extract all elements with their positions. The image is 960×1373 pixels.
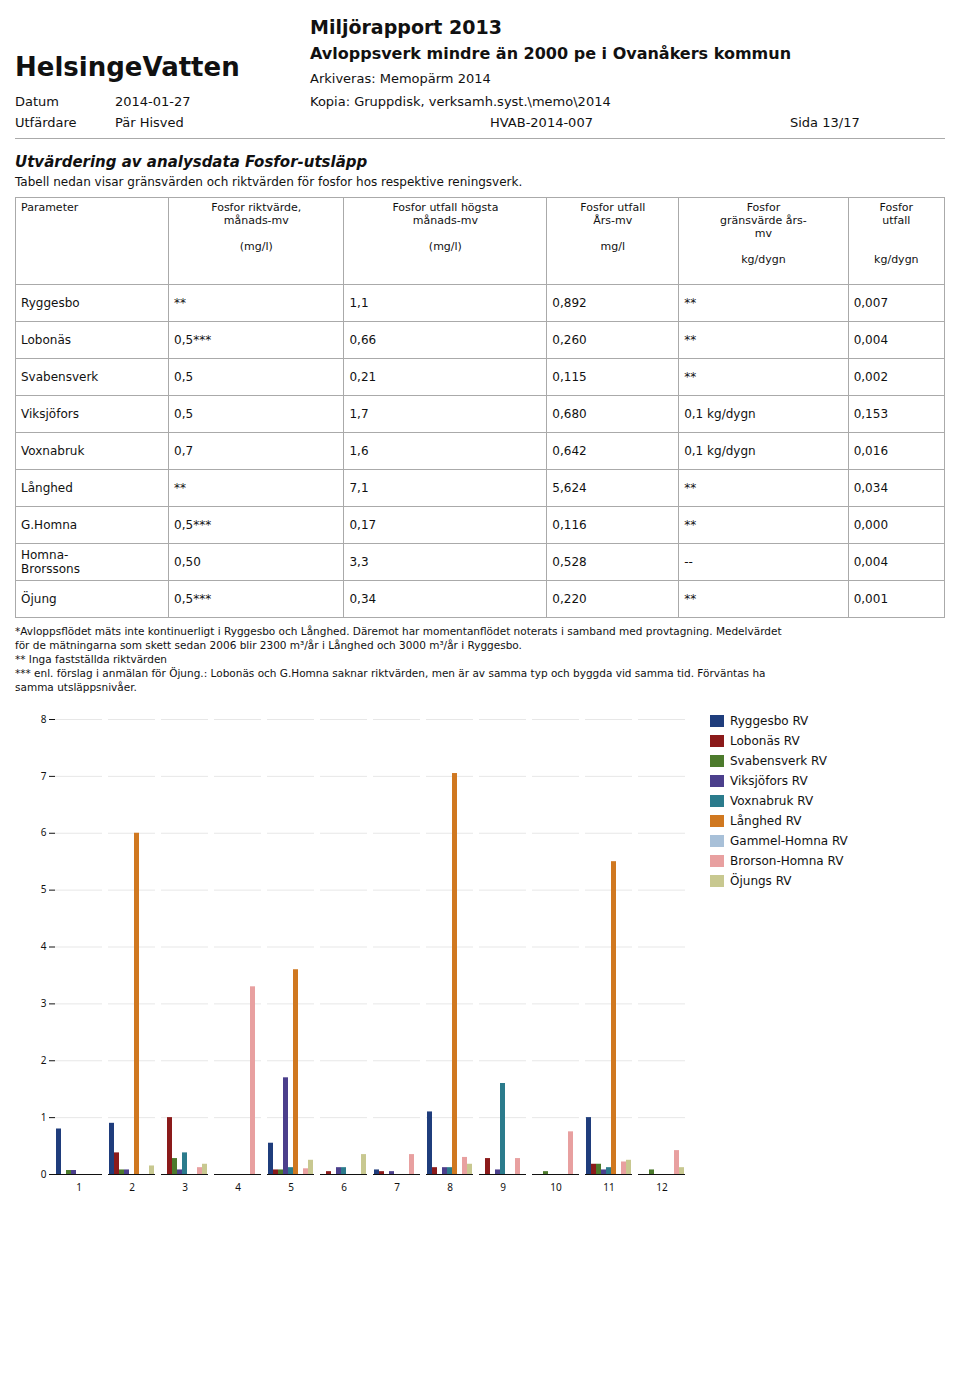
html-text:HelsingeVatten: HelsingeVatten [15,52,240,82]
html-text:HVAB-2014-007: HVAB-2014-007 [490,115,593,130]
svg-text:0: 0 [41,1167,47,1181]
html-text:0,115: 0,115 [552,370,587,384]
html-text:för de mätningarna som skett s: för de mätningarna som skett sedan 2006 … [15,639,522,651]
html-text:Tabell nedan visar gränsvärden: Tabell nedan visar gränsvärden och riktv… [15,175,523,189]
html-text:0,5***: 0,5*** [174,592,212,606]
html-text:Homna- Brorssons: Homna- Brorssons [21,548,80,576]
html-text:Utvärdering av analysdata Fosf: Utvärdering av analysdata Fosfor-utsläpp [15,153,368,171]
html-text:Voxnabruk: Voxnabruk [21,444,85,458]
html-text:*** enl. förslag i anmälan för: *** enl. förslag i anmälan för Öjung.: L… [15,667,766,679]
html-text:0,5: 0,5 [174,370,194,384]
html-text:0,5: 0,5 [174,407,194,421]
html-text:Långhed RV: Långhed RV [730,814,802,828]
html-text:0,21: 0,21 [349,370,377,384]
svg-text:6: 6 [341,1180,347,1194]
html-text:0,66: 0,66 [349,333,377,347]
html-text:0,1 kg/dygn: 0,1 kg/dygn [684,444,756,458]
html-text:Parameter: Parameter [21,201,79,214]
html-text:0,153: 0,153 [853,407,888,421]
svg-text:2: 2 [129,1180,135,1194]
html-text:0,004: 0,004 [853,555,888,569]
html-text:samma utsläppsnivåer.: samma utsläppsnivåer. [15,681,137,693]
svg-text:7: 7 [394,1180,400,1194]
html-text:Viksjöfors: Viksjöfors [21,407,79,421]
html-text:Fosfor utfall Års-mv mg/l: Fosfor utfall Års-mv mg/l [580,201,646,253]
svg-text:10: 10 [550,1180,562,1194]
html-text:Öjung: Öjung [21,592,57,606]
html-text:0,892: 0,892 [552,296,587,310]
html-text:0,001: 0,001 [853,592,888,606]
html-text:0,5***: 0,5*** [174,333,212,347]
html-text:Gammel-Homna RV: Gammel-Homna RV [730,834,848,848]
html-text:G.Homna: G.Homna [21,518,78,532]
html-text:0,034: 0,034 [853,481,888,495]
html-text:*Avloppsflödet mäts inte konti: *Avloppsflödet mäts inte kontinuerligt i… [15,625,782,637]
svg-text:12: 12 [656,1180,668,1194]
html-text:Miljörapport 2013: Miljörapport 2013 [310,16,502,38]
svg-text:3: 3 [41,996,47,1010]
html-text:Fosfor utfall högsta månads-mv: Fosfor utfall högsta månads-mv (mg/l) [392,201,499,253]
svg-text:3: 3 [182,1180,188,1194]
html-text:Kopia: Gruppdisk, verksamh.sys: Kopia: Gruppdisk, verksamh.syst.\memo\20… [310,94,611,109]
svg-text:5: 5 [288,1180,294,1194]
html-text:5,624: 5,624 [552,481,587,495]
html-text:0,004: 0,004 [853,333,888,347]
html-text:0,50: 0,50 [174,555,201,569]
html-text:Långhed: Långhed [21,481,73,495]
html-text:Utfärdare: Utfärdare [15,115,77,130]
svg-text:8: 8 [41,712,47,726]
html-text:0,680: 0,680 [552,407,587,421]
html-text:Lobonäs: Lobonäs [21,333,71,347]
html-text:0,642: 0,642 [552,444,587,458]
html-text:Fosfor utfall kg/dygn: Fosfor utfall kg/dygn [874,201,919,266]
html-text:0,002: 0,002 [853,370,888,384]
html-text:1,6: 1,6 [349,444,369,458]
html-text:0,260: 0,260 [552,333,587,347]
html-text:7,1: 7,1 [349,481,369,495]
html-text:1,7: 1,7 [349,407,369,421]
svg-text:7: 7 [41,769,47,783]
html-text:0,000: 0,000 [853,518,888,532]
html-text:3,3: 3,3 [349,555,369,569]
svg-text:2: 2 [41,1053,47,1067]
html-text:Ryggesbo: Ryggesbo [21,296,80,310]
html-text:0,116: 0,116 [552,518,587,532]
html-text:Pär Hisved: Pär Hisved [115,115,184,130]
svg-text:8: 8 [447,1180,453,1194]
html-text:Voxnabruk RV: Voxnabruk RV [730,794,814,808]
svg-text:1: 1 [76,1180,82,1194]
html-text:Svabensverk: Svabensverk [21,370,99,384]
html-text:Viksjöfors RV: Viksjöfors RV [730,774,808,788]
html-text:2014-01-27: 2014-01-27 [115,94,191,109]
svg-text:5: 5 [41,882,47,896]
html-text:Fosfor gränsvärde års- mv kg/d: Fosfor gränsvärde års- mv kg/dygn [720,201,807,266]
html-text:Brorson-Homna RV: Brorson-Homna RV [730,854,844,868]
html-text:** Inga fastställda riktvärden: ** Inga fastställda riktvärden [15,653,167,665]
html-text:Lobonäs RV: Lobonäs RV [730,734,800,748]
html-text:Arkiveras: Memopärm 2014: Arkiveras: Memopärm 2014 [310,71,491,86]
html-text:0,007: 0,007 [853,296,888,310]
svg-text:11: 11 [603,1180,614,1194]
html-text:Ryggesbo RV: Ryggesbo RV [730,714,809,728]
html-text:0,17: 0,17 [349,518,377,532]
svg-text:6: 6 [41,825,47,839]
html-text:Sida 13/17: Sida 13/17 [790,115,860,130]
html-text:0,34: 0,34 [349,592,377,606]
html-text:0,7: 0,7 [174,444,194,458]
html-text:0,528: 0,528 [552,555,587,569]
html-text:Svabensverk RV: Svabensverk RV [730,754,827,768]
html-text:1,1: 1,1 [349,296,369,310]
html-text:0,220: 0,220 [552,592,587,606]
html-text:Öjungs RV: Öjungs RV [730,874,792,888]
svg-text:4: 4 [41,939,47,953]
html-text:Avloppsverk mindre än 2000 pe: Avloppsverk mindre än 2000 pe i Ovanåker… [310,44,791,63]
html-text:Datum: Datum [15,94,59,109]
html-text:0,5***: 0,5*** [174,518,212,532]
html-text:Fosfor riktvärde, månads-mv (m: Fosfor riktvärde, månads-mv (mg/l) [211,201,302,253]
html-text:0,016: 0,016 [853,444,888,458]
svg-text:9: 9 [500,1180,506,1194]
svg-text:1: 1 [41,1110,47,1124]
html-text:0,1 kg/dygn: 0,1 kg/dygn [684,407,756,421]
svg-text:4: 4 [235,1180,241,1194]
